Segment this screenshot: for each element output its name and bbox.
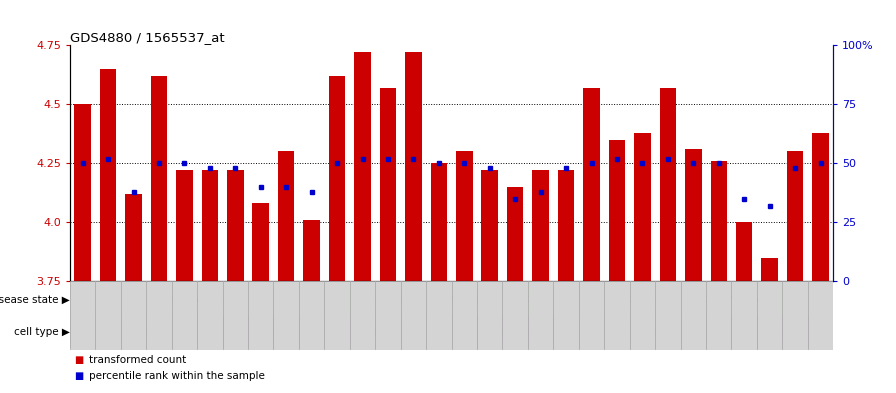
Bar	[405, 52, 422, 281]
Text: CD8+ T-cells: CD8+ T-cells	[228, 327, 294, 337]
Bar	[808, 281, 833, 350]
Text: percentile rank within the sample: percentile rank within the sample	[89, 371, 264, 381]
Bar	[706, 316, 833, 348]
Bar	[655, 281, 681, 350]
Bar	[248, 281, 273, 350]
Bar	[299, 281, 324, 350]
Bar	[554, 281, 579, 350]
Bar	[278, 151, 295, 281]
Bar	[227, 171, 244, 281]
Bar	[757, 281, 782, 350]
Text: disease state ▶: disease state ▶	[0, 294, 70, 305]
Text: healthy donor: healthy donor	[160, 294, 234, 305]
Bar	[146, 281, 172, 350]
Bar	[736, 222, 753, 281]
Bar	[558, 171, 574, 281]
Bar	[172, 281, 197, 350]
Bar	[711, 161, 727, 281]
Bar	[151, 76, 168, 281]
Text: GDS4880 / 1565537_at: GDS4880 / 1565537_at	[70, 31, 225, 44]
Bar	[324, 316, 452, 348]
Bar	[787, 151, 804, 281]
Bar	[762, 258, 778, 281]
Bar	[125, 194, 142, 281]
Bar	[380, 88, 396, 281]
Bar	[202, 171, 218, 281]
Text: CD4+ T-cells: CD4+ T-cells	[609, 327, 676, 337]
Bar	[630, 281, 655, 350]
Bar	[782, 281, 808, 350]
Bar	[431, 163, 447, 281]
Text: cell type ▶: cell type ▶	[14, 327, 70, 337]
Bar	[95, 281, 121, 350]
Bar	[685, 149, 702, 281]
Bar	[324, 281, 349, 350]
Text: ■: ■	[74, 355, 83, 365]
Bar	[507, 187, 523, 281]
Bar	[197, 281, 222, 350]
Text: CD8+ T-cells: CD8+ T-cells	[737, 327, 803, 337]
Bar	[579, 283, 833, 316]
Text: transformed count: transformed count	[89, 355, 186, 365]
Bar	[354, 52, 371, 281]
Bar	[222, 281, 248, 350]
Bar	[375, 281, 401, 350]
Bar	[731, 281, 757, 350]
Bar	[197, 316, 324, 348]
Bar	[579, 281, 604, 350]
Bar	[329, 76, 345, 281]
Bar	[477, 281, 503, 350]
Bar	[583, 88, 599, 281]
Bar	[681, 281, 706, 350]
Bar	[121, 281, 146, 350]
Bar	[604, 281, 630, 350]
Bar	[456, 151, 472, 281]
Bar	[481, 171, 498, 281]
Bar	[452, 316, 579, 348]
Bar	[177, 171, 193, 281]
Text: CD8+ T-cells: CD8+ T-cells	[482, 327, 548, 337]
Bar	[99, 69, 116, 281]
Text: chronic HCV infection-low viral load: chronic HCV infection-low viral load	[358, 294, 545, 305]
Bar	[608, 140, 625, 281]
Bar	[634, 132, 650, 281]
Bar	[813, 132, 829, 281]
Bar	[304, 220, 320, 281]
Bar	[324, 283, 579, 316]
Text: CD4+ T-cells: CD4+ T-cells	[100, 327, 167, 337]
Bar	[253, 204, 269, 281]
Bar	[70, 316, 197, 348]
Bar	[503, 281, 528, 350]
Bar	[70, 283, 324, 316]
Text: chronic HCV infection-high viral load: chronic HCV infection-high viral load	[610, 294, 802, 305]
Bar	[579, 316, 706, 348]
Bar	[706, 281, 731, 350]
Bar	[659, 88, 676, 281]
Bar	[528, 281, 554, 350]
Bar	[349, 281, 375, 350]
Bar	[273, 281, 299, 350]
Bar	[70, 281, 95, 350]
Text: ■: ■	[74, 371, 83, 381]
Text: CD4+ T-cells: CD4+ T-cells	[355, 327, 421, 337]
Bar	[74, 104, 90, 281]
Bar	[401, 281, 426, 350]
Bar	[452, 281, 477, 350]
Bar	[532, 171, 549, 281]
Bar	[426, 281, 452, 350]
